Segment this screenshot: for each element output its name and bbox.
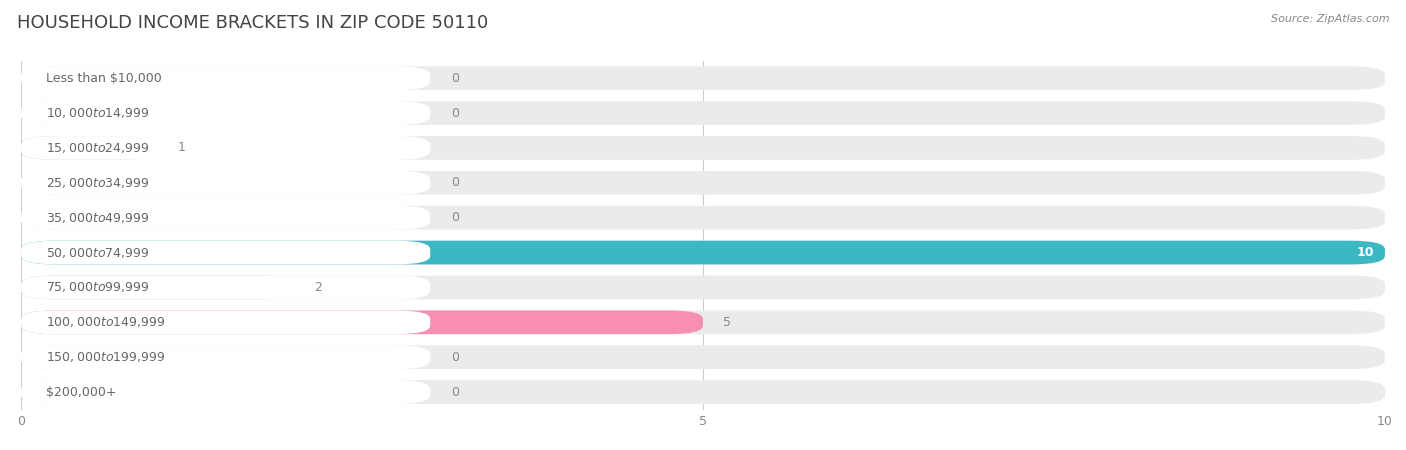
FancyBboxPatch shape [21,345,430,369]
Text: $35,000 to $49,999: $35,000 to $49,999 [45,211,149,225]
Text: $75,000 to $99,999: $75,000 to $99,999 [45,280,149,294]
Text: $10,000 to $14,999: $10,000 to $14,999 [45,106,149,120]
Text: 0: 0 [451,351,458,364]
FancyBboxPatch shape [21,206,1385,230]
Text: $150,000 to $199,999: $150,000 to $199,999 [45,350,165,364]
Text: $25,000 to $34,999: $25,000 to $34,999 [45,176,149,190]
FancyBboxPatch shape [21,310,430,334]
Text: 1: 1 [179,141,186,154]
FancyBboxPatch shape [21,275,430,299]
Text: Source: ZipAtlas.com: Source: ZipAtlas.com [1271,14,1389,23]
Text: $200,000+: $200,000+ [45,386,117,399]
Text: 0: 0 [451,72,458,85]
FancyBboxPatch shape [21,66,1385,90]
FancyBboxPatch shape [21,275,294,299]
FancyBboxPatch shape [21,380,1385,404]
FancyBboxPatch shape [21,310,703,334]
FancyBboxPatch shape [21,101,430,125]
FancyBboxPatch shape [21,380,430,404]
FancyBboxPatch shape [21,206,430,230]
Text: 10: 10 [1357,246,1374,259]
Text: 5: 5 [724,316,731,329]
FancyBboxPatch shape [21,241,1385,265]
FancyBboxPatch shape [21,310,1385,334]
FancyBboxPatch shape [21,136,157,160]
FancyBboxPatch shape [21,66,430,90]
FancyBboxPatch shape [21,136,1385,160]
Text: 0: 0 [451,386,458,399]
Text: $50,000 to $74,999: $50,000 to $74,999 [45,246,149,260]
Text: HOUSEHOLD INCOME BRACKETS IN ZIP CODE 50110: HOUSEHOLD INCOME BRACKETS IN ZIP CODE 50… [17,14,488,32]
Text: 0: 0 [451,176,458,189]
Text: 2: 2 [315,281,322,294]
FancyBboxPatch shape [21,171,1385,195]
Text: Less than $10,000: Less than $10,000 [45,72,162,85]
FancyBboxPatch shape [21,241,1385,265]
FancyBboxPatch shape [21,101,1385,125]
Text: 0: 0 [451,107,458,120]
FancyBboxPatch shape [21,241,430,265]
FancyBboxPatch shape [21,275,1385,299]
FancyBboxPatch shape [21,136,430,160]
Text: $15,000 to $24,999: $15,000 to $24,999 [45,141,149,155]
FancyBboxPatch shape [21,171,430,195]
Text: 0: 0 [451,211,458,224]
Text: $100,000 to $149,999: $100,000 to $149,999 [45,315,165,329]
FancyBboxPatch shape [21,345,1385,369]
